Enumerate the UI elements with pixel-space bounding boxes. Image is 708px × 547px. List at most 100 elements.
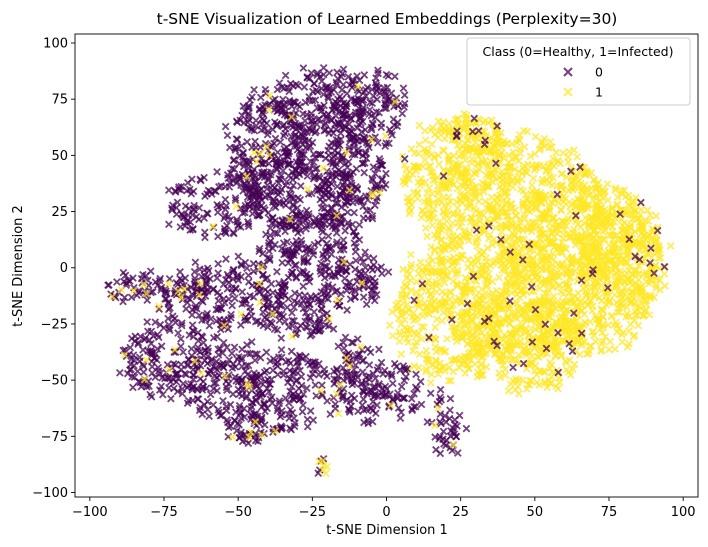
point-class-0 (369, 261, 378, 269)
point-class-1 (454, 241, 463, 250)
point-class-0 (203, 397, 212, 406)
point-class-1 (399, 265, 407, 274)
point-class-1 (613, 193, 622, 201)
point-class-1 (541, 275, 550, 284)
point-class-1 (405, 330, 414, 338)
point-class-1 (592, 184, 600, 193)
point-class-1 (413, 188, 422, 197)
point-class-0 (143, 296, 152, 305)
point-class-1 (435, 280, 444, 289)
point-class-1 (466, 213, 475, 222)
point-class-0 (324, 232, 333, 240)
point-class-1 (510, 231, 518, 239)
point-class-0 (299, 282, 308, 291)
point-class-1 (493, 209, 501, 218)
point-class-0 (278, 258, 287, 267)
point-class-1 (561, 280, 570, 289)
point-class-1 (434, 133, 442, 142)
point-class-1 (574, 295, 582, 304)
point-class-1 (395, 337, 404, 346)
point-class-1 (427, 150, 436, 159)
point-class-0 (129, 383, 137, 392)
point-class-1 (508, 154, 517, 163)
point-class-1 (529, 174, 538, 183)
point-class-0 (509, 363, 517, 372)
point-class-1 (479, 187, 488, 196)
point-class-1 (479, 211, 488, 219)
point-class-0 (222, 255, 230, 263)
point-class-1 (494, 250, 502, 259)
point-class-1 (464, 182, 472, 191)
x-tick-label: 25 (452, 505, 469, 520)
point-class-1 (548, 260, 557, 269)
point-class-1 (426, 378, 435, 387)
point-class-1 (429, 176, 438, 185)
point-class-1 (652, 212, 660, 220)
point-class-1 (228, 433, 237, 442)
point-class-1 (505, 164, 514, 172)
point-class-1 (545, 143, 553, 152)
point-class-0 (147, 357, 156, 366)
y-tick-label: 75 (51, 93, 68, 108)
point-class-1 (574, 195, 582, 204)
point-class-1 (654, 254, 663, 263)
point-class-1 (388, 308, 396, 316)
point-class-1 (449, 300, 458, 309)
point-class-1 (444, 200, 453, 209)
point-class-1 (637, 205, 646, 214)
point-class-1 (540, 134, 549, 143)
point-class-0 (256, 143, 265, 151)
point-class-1 (461, 156, 470, 164)
point-class-1 (475, 209, 484, 218)
point-class-1 (485, 200, 494, 209)
point-class-1 (500, 264, 508, 272)
point-class-1 (520, 126, 528, 135)
x-tick-label: −75 (150, 505, 177, 520)
point-class-1 (474, 159, 482, 168)
point-class-0 (307, 69, 316, 77)
point-class-1 (589, 175, 598, 184)
point-class-1 (511, 385, 520, 394)
x-tick-label: −25 (299, 505, 326, 520)
point-class-1 (545, 205, 554, 213)
point-class-1 (581, 228, 589, 237)
point-class-1 (450, 235, 459, 244)
point-class-1 (303, 185, 312, 193)
point-class-0 (350, 208, 358, 217)
point-class-0 (309, 416, 318, 425)
point-class-1 (418, 206, 427, 215)
point-class-1 (539, 193, 548, 201)
point-class-0 (303, 422, 312, 431)
point-class-1 (435, 160, 443, 169)
point-class-0 (298, 407, 307, 416)
point-class-1 (420, 197, 429, 206)
point-class-1 (549, 292, 558, 301)
y-tick-label: −100 (32, 486, 68, 501)
point-class-0 (436, 385, 445, 394)
point-class-0 (287, 347, 296, 356)
point-class-1 (415, 121, 424, 130)
point-class-0 (273, 148, 282, 157)
point-class-0 (246, 303, 254, 311)
point-class-0 (392, 362, 401, 371)
point-class-0 (506, 297, 514, 305)
point-class-1 (427, 370, 436, 379)
y-tick-label: −50 (41, 374, 68, 389)
point-class-0 (297, 372, 306, 381)
point-class-0 (366, 348, 375, 357)
x-axis-label: t-SNE Dimension 1 (326, 523, 448, 538)
point-class-1 (623, 343, 632, 351)
point-class-1 (549, 249, 557, 258)
point-class-1 (558, 222, 567, 230)
point-class-1 (559, 234, 568, 243)
point-class-1 (547, 198, 556, 206)
point-class-1 (498, 176, 507, 184)
point-class-0 (219, 397, 227, 405)
point-class-0 (343, 208, 352, 217)
point-class-0 (277, 334, 286, 342)
point-class-1 (661, 282, 669, 290)
point-class-1 (630, 331, 639, 340)
point-class-0 (637, 198, 645, 207)
point-class-0 (446, 394, 455, 403)
point-class-1 (452, 198, 461, 206)
